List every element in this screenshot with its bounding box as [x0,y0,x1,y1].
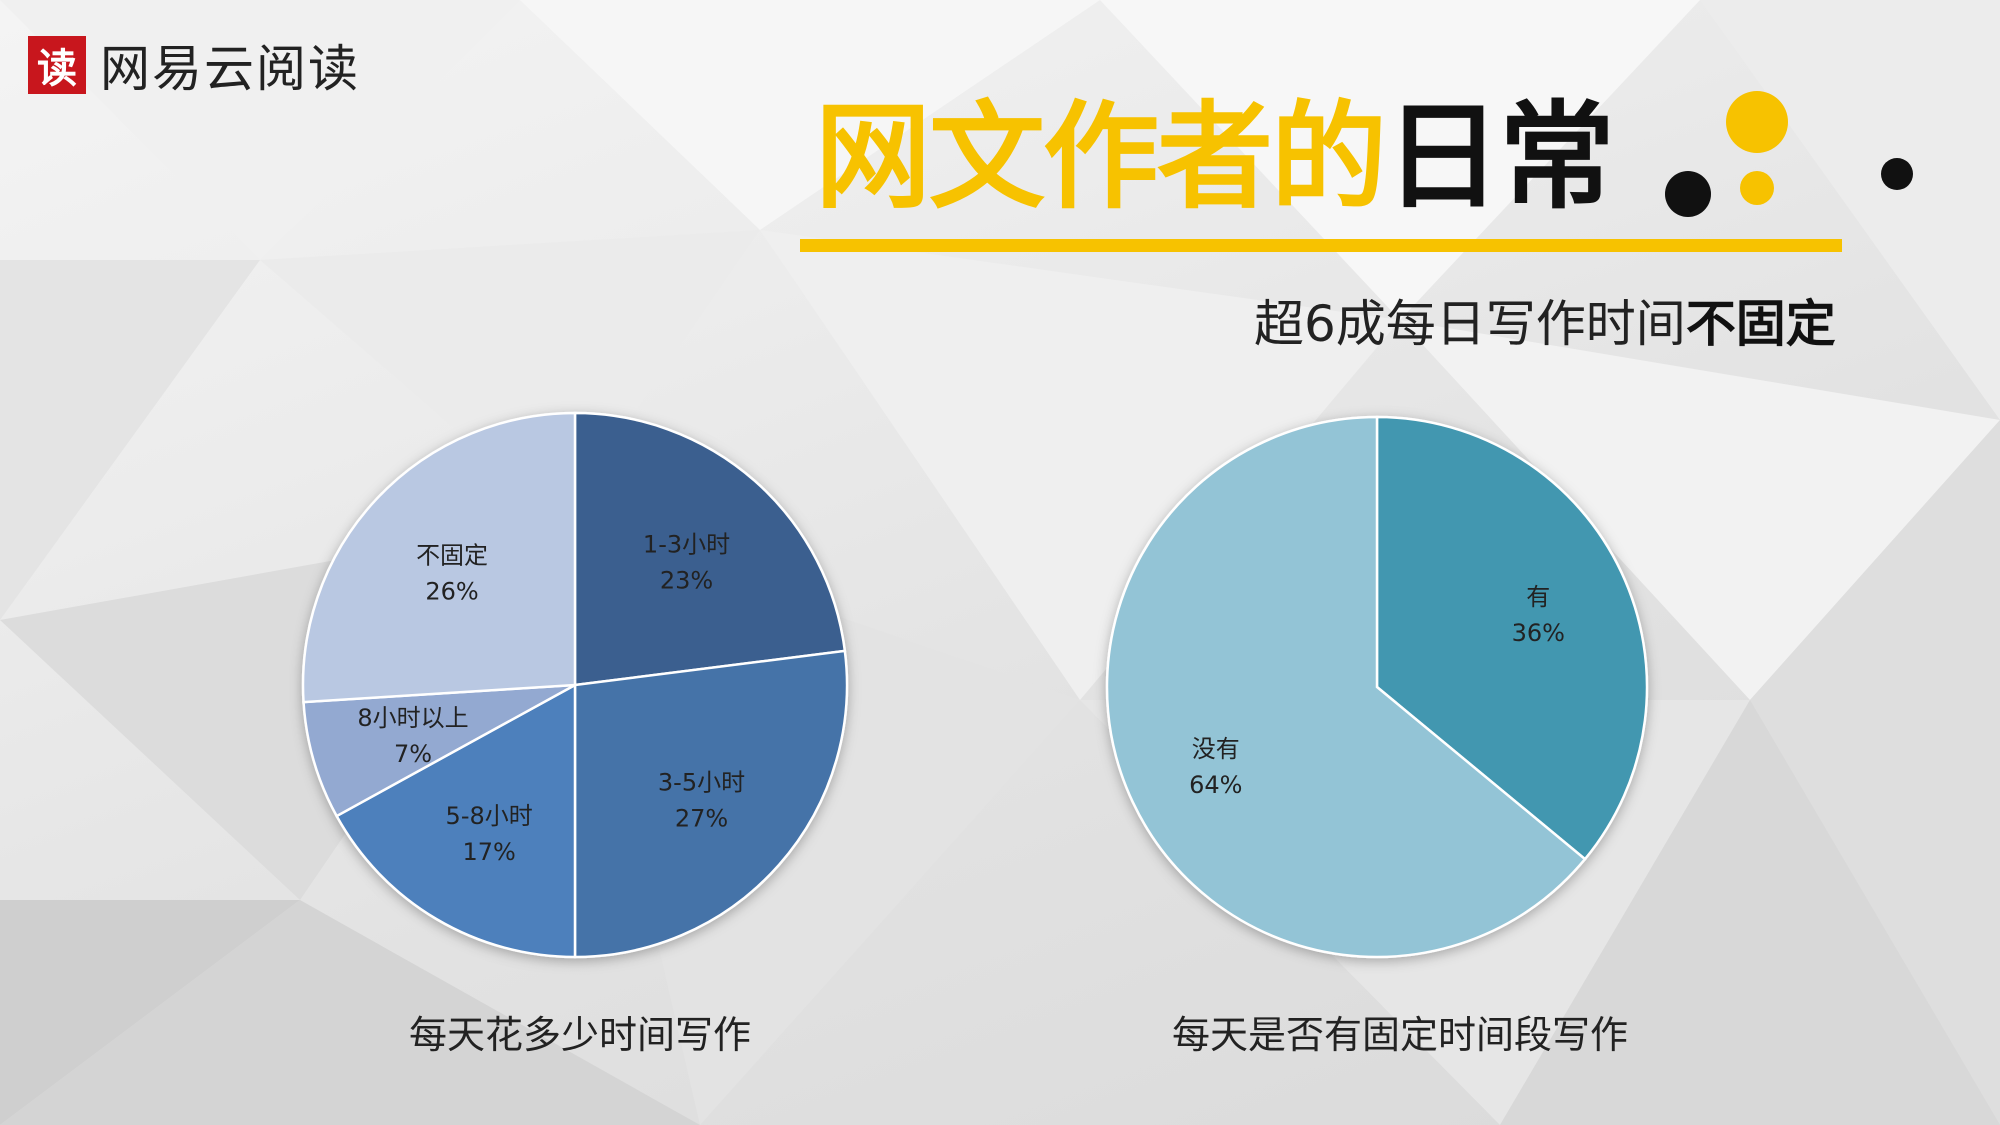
pie-chart-fixed-time [1105,415,1649,959]
pie2-value-0: 36% [1512,619,1565,647]
pie-chart-writing-hours [301,411,849,959]
decor-dot-black-small [1881,158,1913,190]
pie-chart-writing-hours-labels: 1-3小时 23% 3-5小时 27% 5-8小时 17% 8小时以上 7% 不固定 26% [357,531,745,867]
chart-caption-writing-hours: 每天花多少时间写作 [408,1013,751,1057]
decor-dot-black-large [1665,171,1711,217]
pie1-slice-2 [334,682,577,959]
title-highlight: 网文作者的 [815,90,1387,225]
pie1-slice-3 [302,683,576,818]
page-title: 网文作者的日常 [815,100,1615,216]
subtitle-bold: 不固定 [1685,295,1836,353]
logo-mark-icon: 读 [28,36,86,94]
pie-chart-fixed-time-labels: 有 36% 没有 64% [1189,583,1565,799]
pie1-value-0: 23% [660,567,713,595]
decor-dot-yellow-large [1726,91,1788,153]
pie2-label-1: 没有 [1192,735,1240,763]
brand-logo: 读 网易云阅读 [28,34,360,98]
pie2-label-0: 有 [1526,583,1550,611]
pie1-slice-4 [301,411,577,704]
pie1-slice-1 [573,649,849,959]
pie1-value-4: 26% [425,578,478,606]
title-plain: 日常 [1385,90,1615,225]
pie2-slice-0 [1375,415,1649,861]
pie1-value-2: 17% [462,838,515,866]
pie1-label-4: 不固定 [416,542,488,570]
pie1-value-1: 27% [675,805,728,833]
title-underline [800,239,1842,252]
decor-dot-yellow-small [1740,171,1774,205]
pie1-value-3: 7% [394,740,432,768]
subtitle-normal: 超6成每日写作时间 [1254,295,1686,353]
chart-caption-fixed-time: 每天是否有固定时间段写作 [1171,1013,1628,1057]
pie1-label-1: 3-5小时 [658,769,745,797]
logo-text: 网易云阅读 [100,40,360,98]
pie1-label-3: 8小时以上 [357,704,468,732]
subtitle: 超6成每日写作时间不固定 [1254,284,1836,356]
pie1-label-2: 5-8小时 [446,802,533,830]
pie1-slice-0 [573,411,847,687]
pie1-label-0: 1-3小时 [643,531,730,559]
pie2-slice-1 [1105,415,1587,959]
pie2-value-1: 64% [1189,771,1242,799]
